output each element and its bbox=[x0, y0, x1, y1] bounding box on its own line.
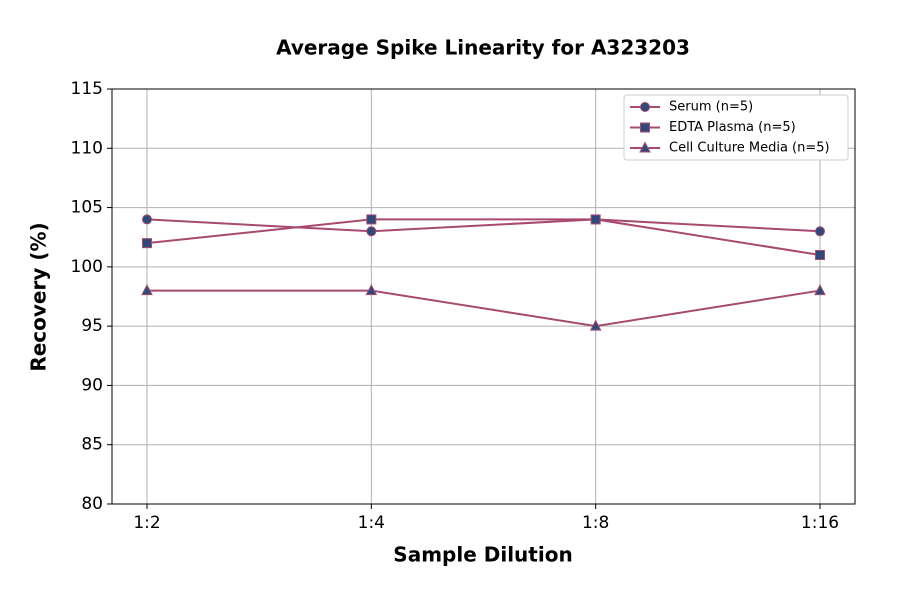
marker bbox=[366, 226, 377, 237]
y-tick-label: 100 bbox=[71, 257, 103, 277]
marker bbox=[365, 283, 378, 296]
y-axis-label: Recovery (%) bbox=[27, 222, 51, 371]
x-tick-label: 1:2 bbox=[133, 513, 160, 533]
marker bbox=[815, 226, 826, 237]
x-tick-label: 1:8 bbox=[582, 513, 609, 533]
y-tick-label: 90 bbox=[81, 375, 103, 395]
plot-frame bbox=[111, 88, 856, 505]
marker bbox=[366, 214, 377, 225]
marker bbox=[141, 283, 153, 296]
marker bbox=[589, 319, 602, 331]
legend-marker bbox=[640, 122, 650, 133]
chart-title: Average Spike Linearity for A323203 bbox=[276, 36, 690, 60]
x-tick-label: 1:16 bbox=[801, 513, 839, 533]
legend-label: Serum (n=5) bbox=[669, 100, 753, 115]
series-line bbox=[146, 218, 821, 233]
marker bbox=[590, 214, 601, 225]
y-tick-label: 110 bbox=[71, 138, 103, 158]
marker bbox=[141, 214, 152, 225]
series-line bbox=[146, 218, 821, 256]
y-tick-label: 85 bbox=[81, 435, 103, 455]
marker bbox=[815, 250, 826, 260]
legend-box bbox=[623, 94, 849, 161]
series-line bbox=[146, 289, 821, 328]
legend-marker bbox=[639, 141, 651, 153]
y-tick-label: 95 bbox=[81, 316, 103, 336]
y-tick-label: 80 bbox=[81, 494, 103, 514]
legend-label: Cell Culture Media (n=5) bbox=[669, 141, 830, 156]
marker bbox=[141, 238, 152, 249]
x-tick-label: 1:4 bbox=[358, 513, 385, 533]
x-axis-label: Sample Dilution bbox=[393, 543, 572, 567]
y-tick-label: 115 bbox=[71, 79, 103, 99]
y-tick-label: 105 bbox=[71, 198, 103, 218]
legend-label: EDTA Plasma (n=5) bbox=[669, 120, 796, 135]
legend-marker bbox=[640, 102, 650, 112]
marker bbox=[814, 283, 826, 296]
